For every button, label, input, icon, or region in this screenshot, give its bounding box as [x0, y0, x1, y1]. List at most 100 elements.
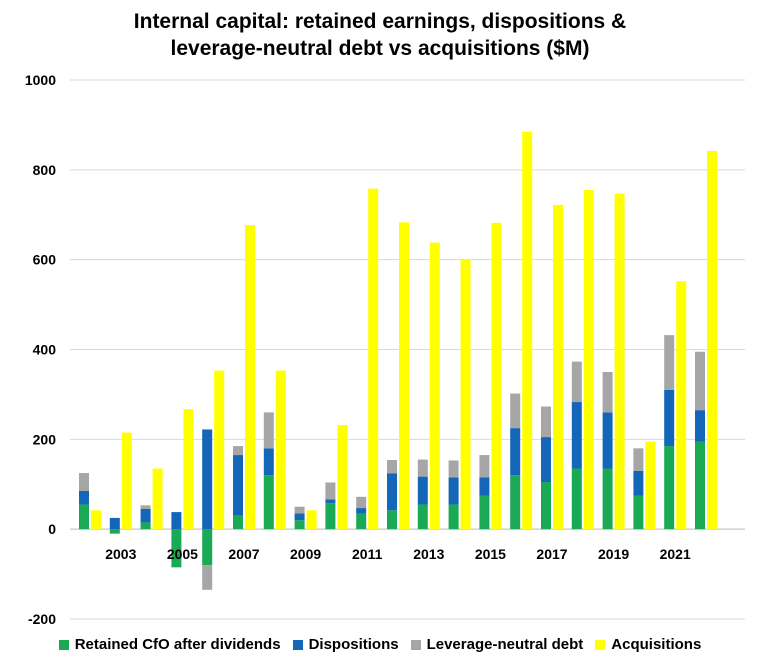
bar-dispositions-2004 [140, 508, 151, 523]
bar-acquisitions-2012 [399, 222, 409, 530]
bar-dispositions-2008 [263, 448, 274, 476]
bar-dispositions-2005 [171, 512, 182, 530]
bar-retained-cfo-after-dividends-2021 [664, 446, 675, 530]
x-tick-label: 2017 [536, 546, 567, 562]
bar-leverage-neutral-debt-2010 [325, 482, 336, 500]
bar-acquisitions-2020 [645, 441, 656, 530]
x-tick-label: 2009 [290, 546, 321, 562]
x-tick-label: 2005 [167, 546, 198, 562]
bar-acquisitions-2018 [583, 190, 594, 530]
bar-retained-cfo-after-dividends-2002 [79, 504, 89, 530]
bar-acquisitions-2019 [614, 193, 625, 530]
bar-dispositions-2021 [664, 389, 675, 447]
plot-area: -200 0 200 400 600 800 1000 2003 2005 2007 2009 201… [25, 72, 745, 627]
bar-dispositions-2003 [109, 517, 120, 530]
bar-retained-cfo-after-dividends-2004 [140, 522, 151, 530]
bar-acquisitions-2009 [306, 510, 317, 530]
bar-leverage-neutral-debt-2018 [571, 361, 582, 403]
y-tick-label: 400 [33, 342, 57, 358]
y-tick-label: 600 [33, 252, 57, 268]
bar-retained-cfo-after-dividends-2014 [448, 504, 459, 530]
x-tick-label: 2013 [413, 546, 444, 562]
bar-leverage-neutral-debt-2022 [695, 351, 705, 411]
bar-acquisitions-2017 [553, 204, 563, 530]
bar-acquisitions-2007 [245, 225, 255, 530]
bar-dispositions-2007 [233, 455, 243, 516]
bar-acquisitions-2005 [183, 409, 194, 530]
bar-retained-cfo-after-dividends-2013 [417, 504, 428, 530]
bar-leverage-neutral-debt-2006 [202, 565, 213, 590]
bar-acquisitions-2015 [491, 222, 502, 530]
bar-leverage-neutral-debt-2019 [602, 371, 613, 413]
legend-label-retained-cfo: Retained CfO after dividends [74, 636, 281, 653]
x-tick-label: 2011 [352, 546, 383, 562]
bar-retained-cfo-after-dividends-2008 [263, 475, 274, 530]
chart-title: Internal capital: retained earnings, dis… [0, 8, 760, 62]
legend-item-dispositions: Dispositions [292, 636, 399, 653]
bar-leverage-neutral-debt-2013 [417, 459, 428, 477]
legend-label-acquisitions: Acquisitions [611, 636, 702, 653]
bar-leverage-neutral-debt-2007 [233, 446, 243, 456]
bar-leverage-neutral-debt-2002 [79, 473, 89, 491]
y-tick-label: 1000 [25, 72, 56, 88]
bar-acquisitions-2016 [522, 131, 533, 530]
bar-leverage-neutral-debt-2014 [448, 460, 459, 478]
x-tick-label: 2003 [105, 546, 136, 562]
bar-acquisitions-2004 [152, 468, 163, 530]
bar-dispositions-2002 [79, 490, 89, 505]
legend-label-leverage-neutral-debt: Leverage-neutral debt [426, 636, 584, 653]
legend-swatch-dispositions [292, 639, 303, 650]
legend-label-dispositions: Dispositions [308, 636, 399, 653]
x-tick-label: 2021 [660, 546, 691, 562]
bar-acquisitions-2013 [429, 242, 440, 530]
bar-retained-cfo-after-dividends-2017 [541, 482, 551, 530]
bar-dispositions-2011 [356, 508, 367, 514]
bar-leverage-neutral-debt-2009 [294, 506, 305, 514]
bar-acquisitions-2010 [337, 424, 348, 530]
x-tick-label: 2015 [475, 546, 506, 562]
bar-retained-cfo-after-dividends-2016 [510, 475, 521, 530]
legend-swatch-leverage-neutral-debt [410, 639, 421, 650]
bar-retained-cfo-after-dividends-2009 [294, 520, 305, 530]
y-tick-label: 200 [33, 431, 57, 447]
bar-dispositions-2020 [633, 470, 644, 496]
bar-acquisitions-2022 [707, 150, 717, 530]
bar-dispositions-2006 [202, 429, 213, 530]
bar-leverage-neutral-debt-2016 [510, 393, 521, 429]
bar-leverage-neutral-debt-2021 [664, 335, 675, 390]
bar-retained-cfo-after-dividends-2020 [633, 495, 644, 530]
bar-dispositions-2012 [387, 473, 397, 511]
bar-retained-cfo-after-dividends-2010 [325, 503, 336, 530]
chart-title-line-2: leverage-neutral debt vs acquisitions ($… [170, 37, 590, 60]
bar-retained-cfo-after-dividends-2022 [695, 441, 705, 530]
bar-leverage-neutral-debt-2020 [633, 448, 644, 471]
bar-dispositions-2015 [479, 477, 490, 496]
y-tick-label: 0 [48, 521, 56, 537]
bar-retained-cfo-after-dividends-2003 [109, 529, 120, 534]
bar-acquisitions-2011 [368, 188, 379, 530]
legend-item-retained-cfo: Retained CfO after dividends [58, 636, 281, 653]
bar-retained-cfo-after-dividends-2019 [602, 468, 613, 530]
bar-leverage-neutral-debt-2004 [140, 505, 151, 509]
bar-dispositions-2019 [602, 412, 613, 469]
bar-acquisitions-2002 [91, 510, 101, 530]
bar-retained-cfo-after-dividends-2012 [387, 510, 397, 530]
bar-acquisitions-2021 [676, 281, 687, 530]
bar-retained-cfo-after-dividends-2005 [171, 529, 182, 568]
bar-acquisitions-2014 [460, 259, 471, 530]
chart-title-line-1: Internal capital: retained earnings, dis… [133, 10, 627, 33]
bar-dispositions-2018 [571, 402, 582, 469]
bar-dispositions-2017 [541, 437, 551, 483]
bar-retained-cfo-after-dividends-2007 [233, 515, 243, 530]
bar-leverage-neutral-debt-2015 [479, 455, 490, 478]
bar-leverage-neutral-debt-2008 [263, 412, 274, 449]
bar-leverage-neutral-debt-2017 [541, 406, 551, 438]
x-tick-label: 2019 [598, 546, 629, 562]
legend-item-leverage-neutral-debt: Leverage-neutral debt [410, 636, 584, 653]
bar-acquisitions-2006 [214, 370, 225, 530]
bar-dispositions-2010 [325, 499, 336, 504]
legend-swatch-retained-cfo [58, 639, 69, 650]
bar-dispositions-2022 [695, 410, 705, 442]
bar-dispositions-2009 [294, 513, 305, 521]
bar-retained-cfo-after-dividends-2015 [479, 495, 490, 530]
